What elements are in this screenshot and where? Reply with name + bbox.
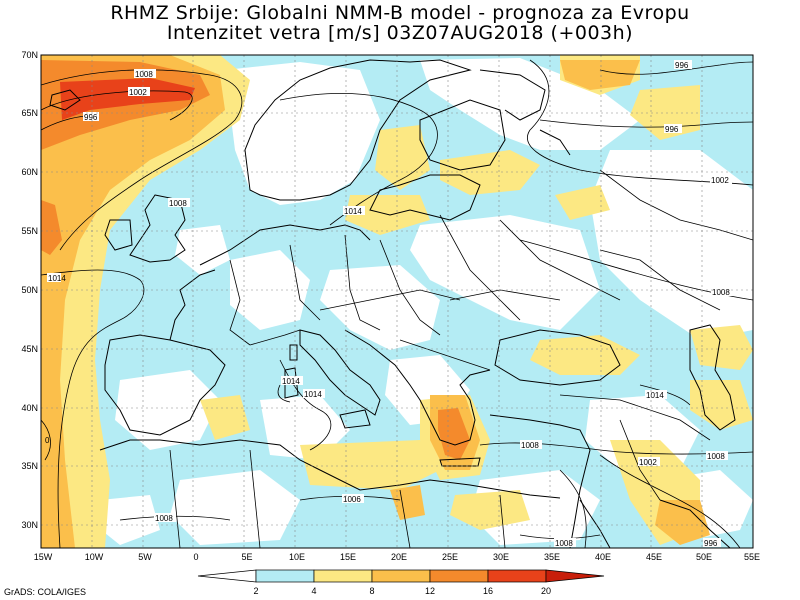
lat-label: 30N <box>21 520 38 530</box>
lon-label: 50E <box>696 552 712 562</box>
contour-label: 1014 <box>344 207 362 216</box>
colorbar-label: 4 <box>311 586 316 596</box>
colorbar-label: 20 <box>541 586 551 596</box>
latitude-labels: 70N 65N 60N 55N 50N 45N 40N 35N 30N <box>21 50 38 530</box>
gridlines <box>41 55 753 548</box>
lon-label: 10E <box>289 552 305 562</box>
map-title: RHMZ Srbije: Globalni NMM-B model - prog… <box>110 2 690 24</box>
contour-label: 0 <box>45 436 50 445</box>
coastlines <box>49 59 736 548</box>
lon-label: 5E <box>241 552 252 562</box>
contour-label: 1014 <box>48 274 66 283</box>
isobar-labels: 1008 1002 996 1008 1014 1014 1014 1014 9… <box>45 60 733 548</box>
contour-label: 996 <box>675 61 689 70</box>
lon-label: 45E <box>646 552 662 562</box>
contour-label: 1014 <box>304 390 322 399</box>
contour-label: 996 <box>665 125 679 134</box>
contour-label: 1014 <box>282 377 300 386</box>
lon-label: 35E <box>544 552 560 562</box>
contour-label: 996 <box>704 539 718 548</box>
lat-label: 45N <box>21 344 38 354</box>
lon-label: 5W <box>138 552 152 562</box>
lat-label: 70N <box>21 50 38 60</box>
colorbar-segment <box>487 569 547 583</box>
contour-label: 1008 <box>555 539 573 548</box>
lon-label: 20E <box>391 552 407 562</box>
colorbar-label: 12 <box>425 586 435 596</box>
colorbar-segment <box>545 569 605 583</box>
contour-label: 1002 <box>129 88 147 97</box>
lat-label: 50N <box>21 285 38 295</box>
lon-label: 15W <box>34 552 53 562</box>
lon-label: 55E <box>744 552 760 562</box>
colorbar <box>197 569 605 583</box>
contour-label: 1008 <box>135 70 153 79</box>
lon-label: 30E <box>493 552 509 562</box>
colorbar-label: 2 <box>253 586 258 596</box>
lat-label: 55N <box>21 226 38 236</box>
map-subtitle: Intenzitet vetra [m/s] 03Z07AUG2018 (+00… <box>166 22 634 44</box>
contour-label: 1014 <box>646 391 664 400</box>
lat-label: 60N <box>21 167 38 177</box>
contour-label: 996 <box>84 113 98 122</box>
lon-label: 25E <box>442 552 458 562</box>
lon-label: 10W <box>85 552 104 562</box>
lon-label: 40E <box>595 552 611 562</box>
contour-label: 1008 <box>155 514 173 523</box>
lon-label: 0 <box>193 552 198 562</box>
colorbar-segment <box>313 569 373 583</box>
colorbar-label: 8 <box>369 586 374 596</box>
contour-label: 1006 <box>343 495 361 504</box>
colorbar-segment <box>197 569 257 583</box>
lon-label: 15E <box>340 552 356 562</box>
colorbar-segment <box>429 569 489 583</box>
colorbar-labels: 2 4 8 12 16 20 <box>253 586 551 596</box>
contour-label: 1008 <box>521 441 539 450</box>
contour-label: 1008 <box>707 452 725 461</box>
grads-credit: GrADS: COLA/IGES <box>4 587 87 597</box>
borders <box>169 169 753 548</box>
contour-label: 1008 <box>169 199 187 208</box>
contour-label: 1008 <box>712 288 730 297</box>
contour-label: 1002 <box>639 458 657 467</box>
lat-label: 35N <box>21 461 38 471</box>
colorbar-label: 16 <box>483 586 493 596</box>
lat-label: 65N <box>21 108 38 118</box>
longitude-labels: 15W 10W 5W 0 5E 10E 15E 20E 25E 30E 35E … <box>34 552 760 562</box>
colorbar-segment <box>255 569 315 583</box>
colorbar-segment <box>371 569 431 583</box>
map-frame <box>40 54 754 549</box>
lat-label: 40N <box>21 403 38 413</box>
contour-label: 1002 <box>711 176 729 185</box>
